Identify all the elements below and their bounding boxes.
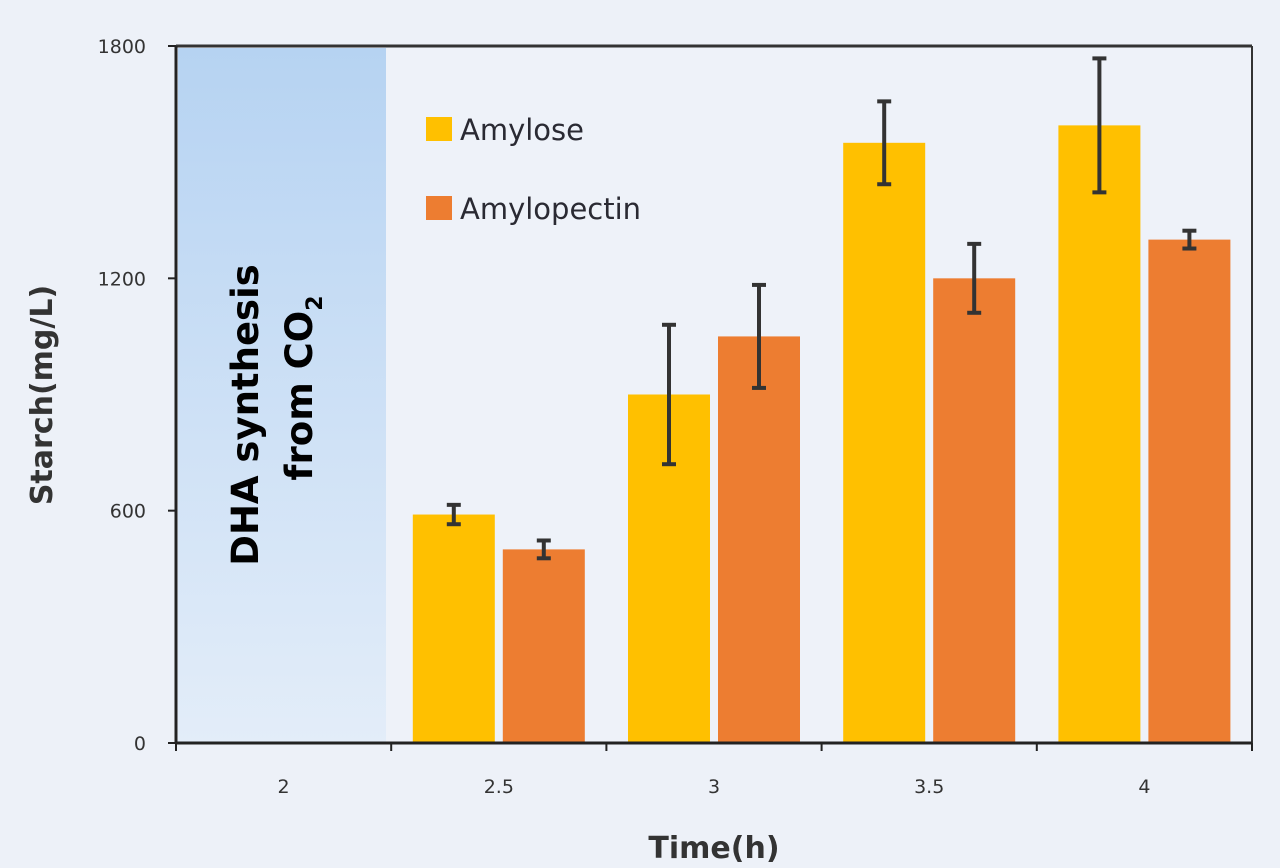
- x-ticks-group: 2 2.5 3 3.5 4: [175, 743, 1253, 798]
- error-bar: [1092, 56, 1107, 195]
- bar-amylopectin: [1148, 239, 1231, 743]
- y-tick-label: 1800: [98, 36, 146, 58]
- y-ticks-group: 0 600 1200 1800: [98, 36, 176, 755]
- error-bar: [752, 282, 766, 390]
- legend-label-amylose: Amylose: [460, 113, 584, 147]
- error-bar: [1182, 228, 1197, 251]
- error-bar: [446, 502, 461, 527]
- shade-annotation-line2: from CO2: [278, 295, 328, 480]
- error-bars-group: [446, 56, 1197, 561]
- legend: Amylose Amylopectin: [426, 113, 641, 226]
- y-tick-label: 600: [110, 501, 146, 523]
- bar-amylose: [1058, 125, 1141, 743]
- bar-amylose: [412, 514, 495, 743]
- x-tick-label: 2: [278, 776, 290, 798]
- x-tick-label: 3.5: [914, 776, 944, 798]
- y-axis-title: Starch(mg/L): [25, 285, 60, 505]
- bar-amylopectin: [933, 278, 1016, 743]
- bar-amylopectin: [502, 549, 585, 743]
- shade-annotation-line2-text: from CO: [278, 311, 321, 481]
- shade-annotation-subscript: 2: [303, 295, 328, 310]
- error-bar: [967, 241, 982, 315]
- x-tick-label: 3: [708, 776, 720, 798]
- error-bar: [536, 538, 551, 561]
- y-tick-label: 1200: [98, 268, 146, 290]
- x-tick-label: 2.5: [484, 776, 514, 798]
- dha-synthesis-region: [178, 48, 386, 743]
- x-axis-title: Time(h): [648, 831, 779, 866]
- x-tick-label: 4: [1138, 776, 1150, 798]
- legend-swatch-amylose: [426, 117, 452, 141]
- shade-annotation-line1: DHA synthesis: [224, 264, 267, 566]
- legend-label-amylopectin: Amylopectin: [460, 192, 641, 226]
- error-bar: [877, 99, 892, 187]
- shade-annotation: DHA synthesis from CO2: [224, 264, 328, 566]
- bar-amylopectin: [718, 336, 800, 743]
- bar-amylose: [843, 142, 926, 744]
- bars-group: [412, 125, 1231, 744]
- legend-swatch-amylopectin: [426, 196, 452, 220]
- error-bar: [662, 322, 676, 467]
- y-tick-label: 0: [134, 733, 146, 755]
